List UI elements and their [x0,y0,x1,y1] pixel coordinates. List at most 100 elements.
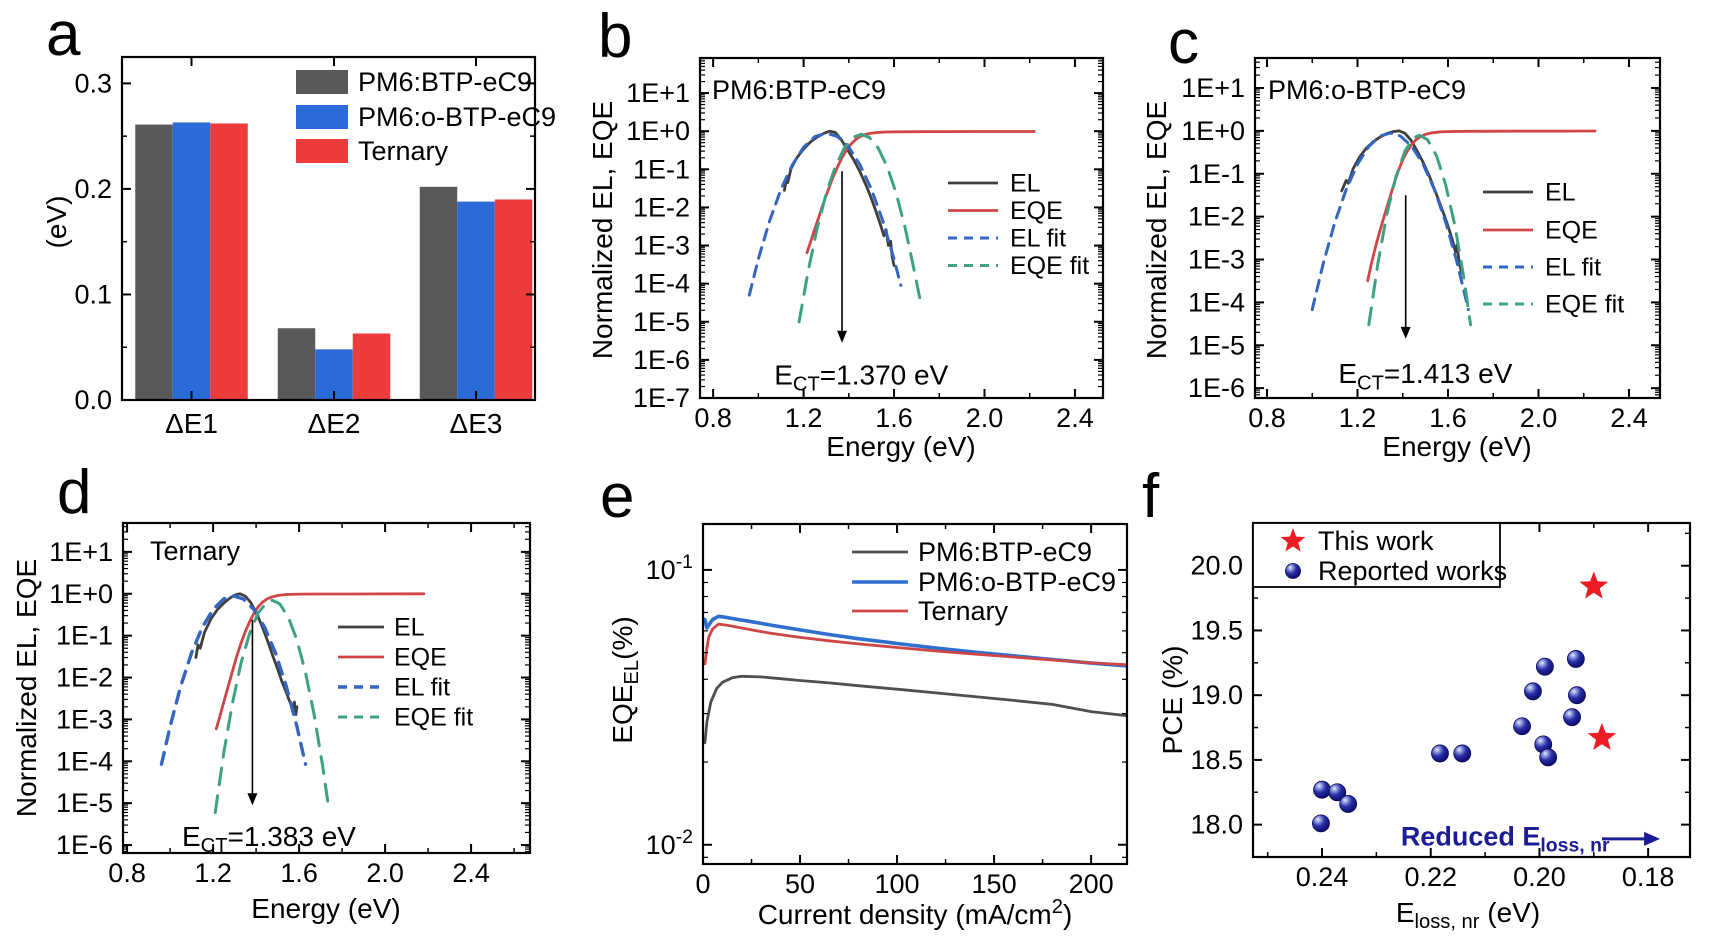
legend-label: This work [1318,526,1434,556]
y-tick-label: 1E+1 [1181,73,1245,103]
star-marker [1579,571,1609,599]
y-tick-label: 1E-6 [633,345,690,375]
bar-Ternary-ΔE1 [210,123,248,400]
y-axis-label-d: Normalized EL, EQE [11,559,42,817]
series-c-EQE fit [1367,133,1473,327]
y-tick-label: 1E-2 [633,192,690,222]
panel-d: d 0.8 1.2 1.6 2.0 2.4 1E+1 1E+0 1E-1 1E-2 1E-3 1E-4… [11,458,532,924]
y-tick-label: 1E+1 [626,78,690,108]
x-tick-label: 0.22 [1404,862,1457,892]
y-tick-label: 1E-3 [633,231,690,261]
legend-label: EL fit [1545,254,1601,282]
series-d-EL [194,592,299,716]
bar-PM6:BTP-eC9-ΔE1 [135,124,173,400]
y-tick-label: 1E-1 [633,154,690,184]
sphere-marker [1453,744,1472,763]
y-tick-label: 1E-1 [1188,159,1245,189]
series-b-EQE [805,130,1036,255]
panel-title-d: Ternary [150,536,241,566]
panel-c: c 0.8 1.2 1.6 2.0 2.4 1E+1 1E+0 1E-1 1E-2 1E-3 1E-4… [1141,8,1662,462]
series-b-EL fit [747,131,903,297]
series-e-PM6:o-BTP-eC9 [703,614,1128,668]
y-axis-label-c: Normalized EL, EQE [1141,101,1172,359]
sphere-marker [1328,783,1347,802]
y-tick-label: 10-1 [646,551,693,585]
legend-label: Ternary [358,136,449,166]
x-tick-label: 0.20 [1513,862,1566,892]
x-tick-label: 1.2 [194,858,232,888]
x-tick-label: 50 [785,869,815,899]
legend-label: PM6:BTP-eC9 [358,67,532,97]
ect-annotation: ECT=1.413 eV [1338,358,1512,394]
legend-star-icon [1280,528,1306,552]
x-axis-label-b: Energy (eV) [826,431,975,462]
y-axis-label-a: (eV) [41,196,72,249]
series-c-EL [1340,129,1463,274]
bar-PM6:o-BTP-eC9-ΔE1 [172,122,211,401]
legend-label: PM6:o-BTP-eC9 [358,102,556,132]
x-tick-label: 0.18 [1622,862,1675,892]
legend-label: EL fit [1010,225,1066,253]
ect-annotation: ECT=1.383 eV [182,821,356,857]
y-tick-label: 0.0 [74,385,112,415]
star-marker [1587,722,1617,750]
x-tick-label: 150 [972,869,1017,899]
series-c-EQE [1366,129,1597,283]
y-tick-label: 1E-4 [56,746,113,776]
y-tick-label: 0.1 [74,279,112,309]
panel-letter-d: d [57,458,91,527]
series-e-Ternary [703,622,1128,667]
x-tick-label: 2.0 [966,403,1004,433]
legend-swatch [296,70,348,94]
legend-sphere-icon [1285,563,1301,579]
panel-a: a ΔE1 ΔE2 ΔE3 0.0 0.1 0.2 0.3 (eV) PM6:BTP-eC9 PM6… [41,0,556,439]
legend-label: EL [1010,170,1041,198]
x-tick-label: 0.24 [1296,862,1349,892]
legend-label: Ternary [918,596,1009,626]
sphere-marker [1313,780,1331,799]
sphere-marker [1566,650,1585,668]
y-tick-label: 1E-2 [56,663,113,693]
x-tick-label: 2.0 [366,858,404,888]
x-axis-label-c: Energy (eV) [1382,431,1531,462]
y-tick-label: 1E+0 [1181,116,1245,146]
plot-frame [701,522,1129,866]
x-tick-label: 1.2 [1339,403,1377,433]
bar-PM6:BTP-eC9-ΔE3 [419,186,458,400]
ect-arrow-head-icon [247,793,258,806]
reduced-eloss-arrow-head-icon [1644,831,1661,846]
sphere-marker [1568,686,1586,705]
y-tick-label: 1E-6 [56,830,113,860]
plot-frame [698,56,1105,400]
x-tick-label: 1.6 [875,403,913,433]
series-c-EL fit [1310,131,1470,312]
legend-swatch [296,139,348,163]
sphere-marker [1524,682,1542,701]
panel-f: f 0.24 0.22 0.20 0.18 18.0 18.5 19.0 19.5 20.0 PCE… [1142,462,1692,933]
sphere-marker [1563,708,1581,727]
bar-Ternary-ΔE3 [494,199,533,400]
y-tick-label: 1E-3 [56,704,113,734]
y-tick-label: 19.0 [1190,680,1243,710]
reduced-eloss-annotation: Reduced Eloss, nr [1401,822,1610,857]
x-tick-label: 0 [695,869,710,899]
y-tick-label: 1E-4 [1188,287,1245,317]
panel-letter-b: b [598,2,632,71]
x-axis-label-d: Energy (eV) [251,893,400,924]
legend-label: EQE fit [394,704,473,732]
x-axis-label-e: Current density (mA/cm2) [758,896,1073,930]
legend-label: EL [394,614,425,642]
legend-label: EQE [1010,197,1063,225]
y-tick-label: 1E-5 [56,788,113,818]
legend-label: EQE fit [1010,252,1089,280]
sphere-marker [1539,748,1558,767]
panel-b: b 0.8 1.2 1.6 2.0 2.4 1E+1 1E+0 1E-1 1E-2 1E-3 1E-4… [587,2,1105,462]
y-tick-label: 18.5 [1190,745,1243,775]
x-tick-label: 0.8 [694,403,732,433]
ect-arrow-head-icon [837,330,848,343]
panel-letter-e: e [600,462,634,531]
ect-arrow-head-icon [1400,326,1411,339]
y-tick-label: 1E-1 [56,621,113,651]
category-label: ΔE1 [165,408,218,439]
bar-Ternary-ΔE2 [352,333,391,400]
